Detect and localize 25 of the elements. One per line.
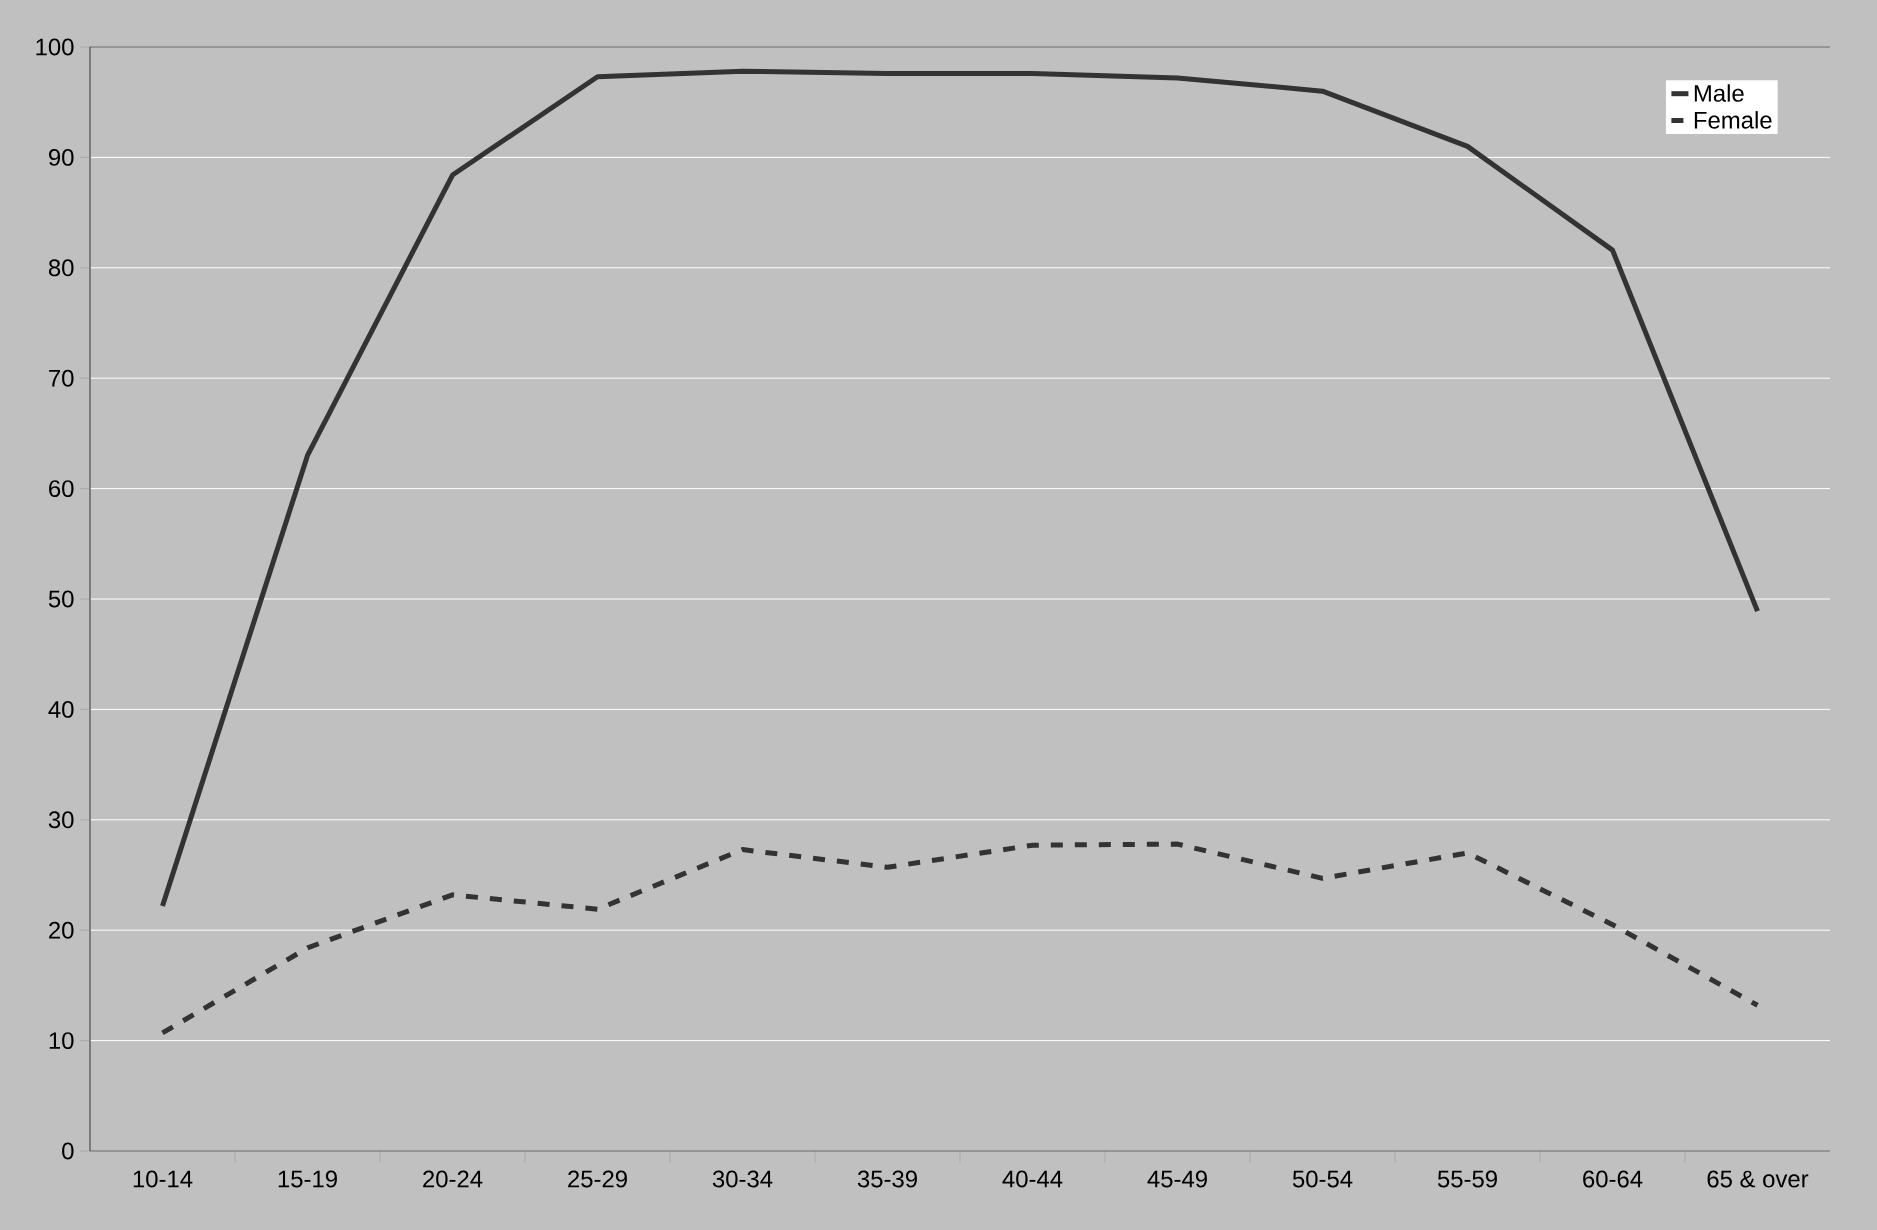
- x-tick-label: 55-59: [1437, 1170, 1497, 1188]
- x-tick-label: 20-24: [423, 1170, 483, 1188]
- x-tick-label: 40-44: [1002, 1170, 1063, 1188]
- y-tick-label: 90: [49, 148, 74, 166]
- y-tick-label: 60: [49, 480, 74, 498]
- x-tick-label: 50-54: [1292, 1170, 1353, 1188]
- x-tick-label: 30-34: [712, 1170, 773, 1188]
- y-tick-label: 30: [48, 811, 74, 829]
- y-tick-label: 10: [49, 1032, 74, 1050]
- x-tick-label: 60-64: [1583, 1170, 1643, 1188]
- x-tick-label: 35-39: [857, 1170, 917, 1188]
- x-tick-label: 45-49: [1147, 1170, 1207, 1188]
- legend-label: Male: [1694, 84, 1744, 102]
- x-tick-label: 25-29: [568, 1170, 627, 1188]
- legend-label: Female: [1694, 111, 1772, 129]
- y-tick-label: 70: [49, 369, 74, 387]
- x-tick-label: 15-19: [278, 1170, 337, 1188]
- y-tick-label: 100: [36, 38, 74, 56]
- y-tick-label: 20: [49, 921, 74, 939]
- x-tick-label: 65 & over: [1707, 1170, 1809, 1188]
- y-tick-label: 80: [48, 259, 74, 277]
- x-tick-label: 10-14: [133, 1170, 193, 1188]
- y-tick-label: 50: [48, 590, 74, 608]
- y-tick-label: 0: [62, 1142, 74, 1160]
- y-tick-label: 40: [48, 700, 74, 718]
